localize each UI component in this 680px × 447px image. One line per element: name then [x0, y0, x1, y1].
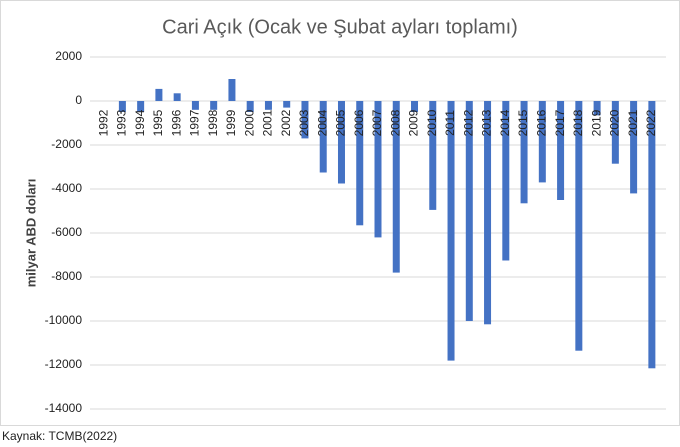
x-tick-label: 2010: [425, 109, 439, 136]
chart-title: Cari Açık (Ocak ve Şubat ayları toplamı): [162, 16, 518, 38]
x-tick-label: 1999: [224, 109, 238, 136]
x-tick-label: 1996: [169, 109, 183, 136]
bar: [191, 101, 199, 110]
x-tick-label: 2007: [370, 109, 384, 136]
bar: [264, 101, 272, 110]
y-tick-label: -6000: [51, 225, 82, 239]
bar: [411, 101, 419, 112]
bar: [502, 101, 510, 261]
y-tick-label: 0: [75, 93, 82, 107]
x-tick-label: 1994: [133, 109, 147, 136]
x-tick-label: 1992: [96, 109, 110, 136]
x-tick-label: 2004: [315, 109, 329, 136]
bar: [611, 101, 619, 164]
x-tick-label: 2011: [443, 110, 457, 136]
bar: [429, 101, 437, 210]
x-tick-label: 2005: [334, 109, 348, 136]
x-tick-label: 2018: [571, 109, 585, 136]
bar: [118, 101, 126, 112]
chart-frame: [0, 0, 680, 426]
bar: [228, 79, 236, 101]
y-tick-label: 2000: [55, 49, 82, 63]
y-axis-label: milyar ABD doları: [23, 179, 38, 288]
bar: [155, 88, 163, 101]
x-tick-label: 2020: [608, 109, 622, 136]
bar: [137, 101, 145, 112]
x-tick-label: 1993: [115, 109, 129, 136]
bar: [484, 101, 492, 325]
x-tick-label: 2013: [480, 109, 494, 136]
x-tick-label: 2009: [407, 109, 421, 136]
bar: [301, 101, 309, 139]
x-tick-label: 1995: [151, 109, 165, 136]
bar: [392, 101, 400, 273]
x-tick-label: 2017: [553, 109, 567, 136]
source: Kaynak: TCMB(2022): [2, 429, 117, 443]
bar: [319, 101, 327, 173]
bar: [356, 101, 364, 226]
bar: [246, 101, 254, 112]
bar: [337, 101, 345, 184]
y-tick-label: -10000: [45, 313, 83, 327]
bar: [283, 101, 291, 108]
x-tick-label: 2002: [279, 109, 293, 136]
x-tick-label: 2022: [644, 109, 658, 136]
y-tick-label: -2000: [51, 137, 82, 151]
y-tick-label: -4000: [51, 181, 82, 195]
bar: [575, 101, 583, 351]
y-tick-label: -14000: [45, 401, 83, 415]
x-tick-label: 2006: [352, 109, 366, 136]
x-tick-label: 2008: [388, 109, 402, 136]
bar: [210, 101, 218, 110]
bar: [520, 101, 528, 204]
x-tick-label: 2015: [516, 109, 530, 136]
x-tick-label: 2012: [461, 109, 475, 136]
bar: [447, 101, 455, 361]
x-tick-label: 1997: [188, 109, 202, 136]
x-tick-label: 2014: [498, 109, 512, 136]
x-tick-label: 2016: [534, 109, 548, 136]
bar: [465, 101, 473, 321]
x-tick-label: 2001: [261, 109, 275, 136]
bar: [648, 101, 656, 369]
x-tick-label: 2003: [297, 109, 311, 136]
bar: [538, 101, 546, 183]
bar: [374, 101, 382, 238]
x-tick-label: 2021: [626, 109, 640, 136]
x-tick-label: 2019: [589, 109, 603, 136]
y-tick-label: -8000: [51, 269, 82, 283]
bar: [557, 101, 565, 200]
bar: [173, 93, 181, 101]
x-tick-label: 1998: [206, 109, 220, 136]
x-tick-label: 2000: [242, 109, 256, 136]
bar: [630, 101, 638, 194]
bar: [593, 101, 601, 116]
y-tick-label: -12000: [45, 357, 83, 371]
